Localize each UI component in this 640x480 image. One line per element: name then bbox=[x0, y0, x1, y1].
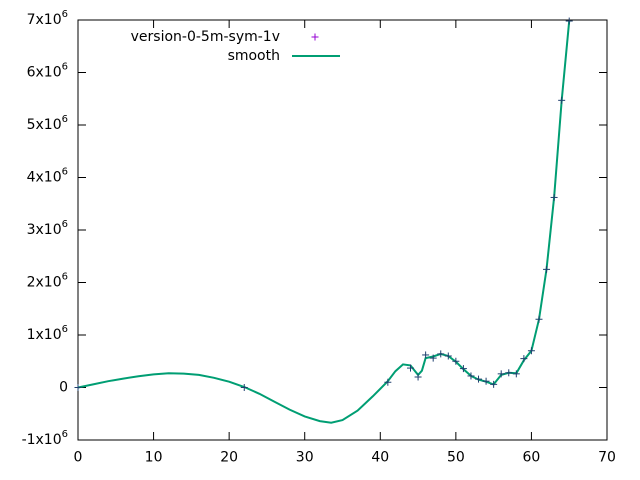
plot-axes bbox=[77, 19, 608, 441]
y-tick-label: 6x106 bbox=[27, 62, 68, 81]
data-point bbox=[467, 372, 475, 380]
x-tick-label: 20 bbox=[220, 450, 238, 466]
data-point bbox=[437, 350, 445, 358]
y-tick-label: 0 bbox=[59, 380, 68, 396]
data-point bbox=[407, 364, 415, 372]
data-point bbox=[459, 365, 467, 373]
data-point bbox=[452, 357, 460, 365]
data-point bbox=[422, 351, 430, 359]
data-point bbox=[240, 384, 248, 391]
data-point bbox=[527, 347, 535, 355]
data-point bbox=[535, 315, 543, 323]
y-tick-label: 2x106 bbox=[27, 272, 68, 291]
data-point bbox=[384, 378, 392, 386]
data-point bbox=[414, 373, 422, 381]
data-point bbox=[505, 369, 513, 377]
data-point bbox=[565, 17, 573, 25]
y-tick-label: 1x106 bbox=[27, 324, 68, 343]
x-tick-label: 70 bbox=[598, 450, 616, 466]
data-point bbox=[520, 355, 528, 363]
x-tick-label: 60 bbox=[523, 450, 541, 466]
data-point bbox=[512, 370, 520, 378]
x-tick-label: 10 bbox=[145, 450, 163, 466]
data-point bbox=[444, 352, 452, 360]
legend: version-0-5m-sym-1v smooth bbox=[131, 29, 340, 64]
legend-label-smooth: smooth bbox=[228, 48, 280, 64]
y-axis-ticks: -1x106 0 1x106 2x106 3x106 4x106 5x106 6x106 7x1… bbox=[22, 9, 607, 448]
legend-marker-points bbox=[311, 33, 319, 41]
data-point bbox=[558, 96, 566, 104]
x-tick-label: 0 bbox=[74, 450, 83, 466]
plot-series bbox=[74, 17, 573, 424]
series-line-smooth bbox=[78, 20, 571, 424]
data-point bbox=[482, 377, 490, 385]
y-tick-label: 4x106 bbox=[27, 167, 68, 186]
x-tick-label: 40 bbox=[371, 450, 389, 466]
y-tick-label: 7x106 bbox=[27, 9, 68, 28]
data-point bbox=[429, 354, 437, 362]
data-point bbox=[550, 193, 558, 201]
legend-label-points: version-0-5m-sym-1v bbox=[131, 29, 280, 45]
x-tick-label: 30 bbox=[296, 450, 314, 466]
data-point bbox=[475, 375, 483, 383]
data-point bbox=[74, 384, 82, 391]
data-point bbox=[497, 370, 505, 378]
plot-frame bbox=[77, 19, 608, 441]
x-axis-ticks: 0 10 20 30 40 50 60 70 bbox=[74, 20, 616, 466]
y-tick-label: 5x106 bbox=[27, 114, 68, 133]
data-point bbox=[543, 265, 551, 273]
y-tick-label: 3x106 bbox=[27, 219, 68, 238]
y-tick-label: -1x106 bbox=[22, 429, 68, 448]
x-tick-label: 50 bbox=[447, 450, 465, 466]
data-point bbox=[490, 380, 498, 388]
